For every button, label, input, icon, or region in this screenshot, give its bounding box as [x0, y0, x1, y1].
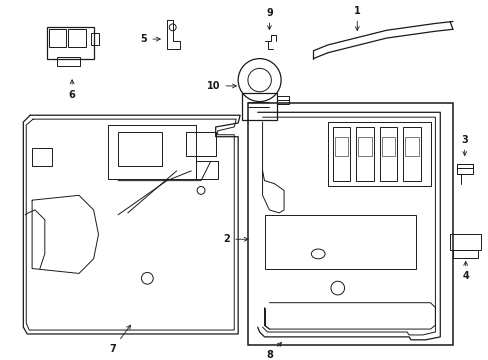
Text: 2: 2 [223, 234, 247, 244]
Text: 9: 9 [265, 8, 272, 30]
Bar [47, 27, 93, 59]
Bar [356, 127, 373, 181]
Bar [456, 164, 471, 174]
Bar [57, 57, 80, 66]
Bar [381, 137, 395, 156]
Bar [108, 125, 196, 179]
Bar [118, 132, 162, 166]
Bar [332, 127, 350, 181]
Bar [327, 122, 429, 185]
Bar [32, 148, 52, 166]
Bar [404, 137, 418, 156]
Text: 4: 4 [461, 261, 468, 282]
Bar [452, 250, 477, 258]
Text: 1: 1 [353, 6, 360, 31]
Bar [264, 215, 415, 269]
Bar [449, 234, 480, 250]
Text: 5: 5 [141, 34, 160, 44]
Bar [196, 161, 217, 179]
Bar [403, 127, 420, 181]
Bar [242, 93, 277, 120]
Text: 3: 3 [460, 135, 467, 156]
Bar [68, 29, 85, 47]
Bar [334, 137, 348, 156]
Bar [90, 33, 98, 45]
Bar [186, 132, 215, 156]
Text: 6: 6 [69, 80, 75, 100]
Text: 8: 8 [265, 342, 281, 360]
Bar [277, 96, 288, 104]
Text: 10: 10 [206, 81, 236, 91]
Bar [49, 29, 66, 47]
Bar [247, 103, 452, 345]
Bar [379, 127, 397, 181]
Bar [358, 137, 371, 156]
Text: 7: 7 [110, 325, 130, 354]
